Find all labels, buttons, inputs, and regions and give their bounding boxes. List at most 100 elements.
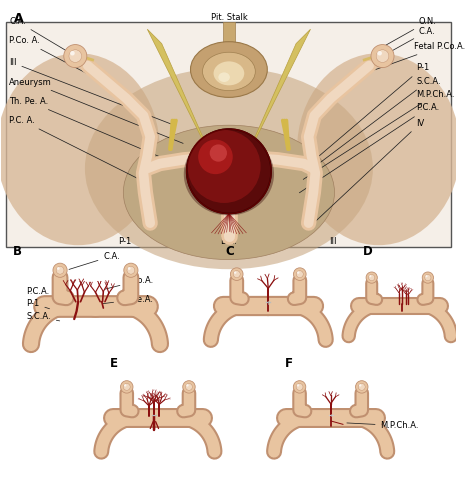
Polygon shape [302,136,318,157]
Circle shape [187,129,271,214]
Circle shape [297,272,300,274]
Ellipse shape [0,53,160,245]
Text: A: A [14,12,24,26]
Polygon shape [137,172,152,193]
Polygon shape [302,114,320,138]
Circle shape [376,50,389,62]
Circle shape [124,384,127,386]
Circle shape [64,44,87,68]
Text: III: III [9,58,172,124]
Circle shape [70,51,75,56]
Text: P-1: P-1 [315,63,429,160]
Text: P.C.A.: P.C.A. [26,287,55,300]
Circle shape [233,270,240,278]
Text: C.A.: C.A. [69,252,120,270]
Polygon shape [327,77,354,103]
Polygon shape [84,61,111,87]
Ellipse shape [214,62,244,86]
Text: III: III [329,237,337,246]
Text: P.C. A.: P.C. A. [9,116,148,184]
Circle shape [123,384,130,390]
Circle shape [296,384,303,390]
Circle shape [293,380,306,393]
Text: Th. Pe. A.: Th. Pe. A. [9,96,162,158]
Circle shape [198,140,233,174]
Circle shape [369,275,372,278]
Text: D: D [363,245,373,258]
Polygon shape [103,77,130,103]
Circle shape [69,50,82,62]
Text: P-1: P-1 [26,299,49,309]
Polygon shape [305,154,321,174]
Circle shape [124,263,138,278]
Circle shape [377,51,382,56]
Circle shape [371,44,394,68]
Text: O.N.: O.N. [386,17,437,45]
Ellipse shape [219,72,230,82]
Text: Fetal P.Co.A.: Fetal P.Co.A. [352,42,465,78]
Ellipse shape [202,52,255,90]
Text: Pit. Stalk: Pit. Stalk [210,12,247,22]
Text: C.A.: C.A. [9,17,73,54]
Polygon shape [137,154,154,174]
Ellipse shape [297,53,460,245]
Circle shape [210,144,227,162]
Polygon shape [243,29,310,164]
Polygon shape [147,29,215,164]
Text: S.C.A.: S.C.A. [311,76,441,170]
Text: B: B [13,245,22,258]
Circle shape [297,384,299,386]
Ellipse shape [85,68,373,269]
Circle shape [57,267,60,270]
Text: C.A.: C.A. [385,26,436,54]
Text: F: F [284,357,292,370]
Circle shape [183,380,195,393]
Polygon shape [310,94,335,120]
Polygon shape [139,192,156,224]
Text: S.C.A.: S.C.A. [26,312,60,321]
Text: M.P.Ch.A.: M.P.Ch.A. [303,90,455,180]
Circle shape [358,384,365,390]
Circle shape [188,130,261,203]
Polygon shape [302,192,319,224]
Polygon shape [122,94,148,120]
Circle shape [128,267,130,270]
Ellipse shape [123,125,335,260]
Text: B.A.: B.A. [220,237,237,246]
Polygon shape [307,172,321,193]
Circle shape [186,384,189,386]
Bar [6,22,451,247]
Circle shape [293,268,306,280]
Text: P.Co. A.: P.Co. A. [9,36,119,90]
Bar [223,22,235,48]
Text: P.Co.A.: P.Co.A. [104,276,154,289]
Text: Th.Pe.A.: Th.Pe.A. [102,295,153,304]
Circle shape [120,380,133,393]
Polygon shape [141,136,156,157]
Ellipse shape [191,42,267,98]
Text: C: C [225,245,234,258]
Circle shape [356,380,368,393]
Circle shape [296,270,303,278]
Circle shape [425,274,431,280]
Text: M.P.Ch.A.: M.P.Ch.A. [347,421,419,430]
Circle shape [127,266,135,274]
Polygon shape [137,114,156,138]
Circle shape [185,384,192,390]
Text: P.C.A.: P.C.A. [300,104,439,193]
Circle shape [230,268,243,280]
Circle shape [234,272,237,274]
Text: Aneurysm: Aneurysm [9,78,183,144]
Circle shape [369,274,375,280]
Circle shape [366,272,377,283]
Circle shape [425,275,428,278]
Text: IV: IV [312,119,424,224]
Circle shape [56,266,64,274]
Polygon shape [346,61,373,87]
Circle shape [422,272,434,283]
Text: E: E [110,357,118,370]
Circle shape [53,263,67,278]
Circle shape [359,384,362,386]
Ellipse shape [184,133,274,216]
Text: P-1: P-1 [118,237,131,246]
